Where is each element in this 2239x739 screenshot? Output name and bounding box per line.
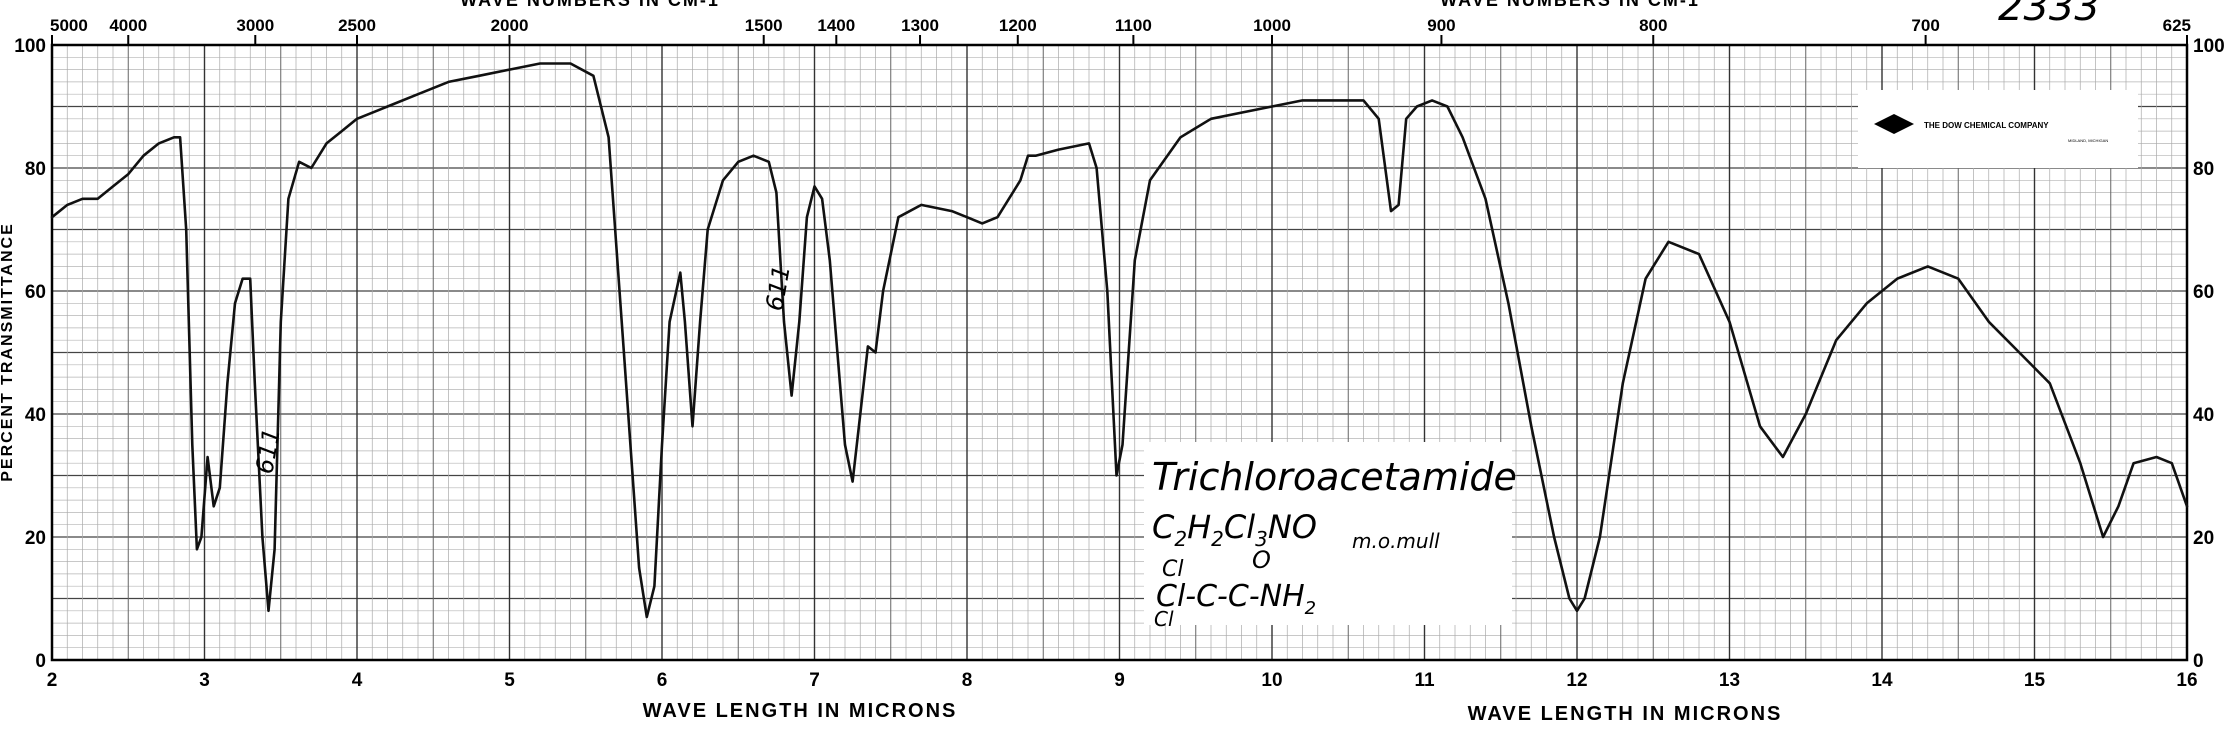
wavenumber-tick-label: 4000	[109, 16, 147, 35]
top-axis-title-left: WAVE NUMBERS IN CM-1	[460, 0, 720, 10]
dow-company-subtext: MIDLAND, MICHIGAN	[2068, 138, 2108, 143]
x-tick-label: 9	[1114, 670, 1125, 691]
structure-cl-top: Cl	[1162, 557, 1183, 582]
y-tick-label: 100	[14, 36, 46, 57]
wavenumber-axis-ticks: 5000 4000 3000 2500 2000 1500 1400 1300 1200 1100…	[50, 16, 2191, 45]
wavenumber-tick-label: 800	[1639, 16, 1667, 35]
x-tick-label: 13	[1719, 670, 1740, 691]
y-tick-label-right: 80	[2193, 159, 2214, 180]
top-axis-title-right: WAVE NUMBERS IN CM-1	[1440, 0, 1700, 10]
y-tick-label: 60	[25, 282, 46, 303]
x-tick-label: 16	[2176, 670, 2197, 691]
wavenumber-tick-label: 1400	[817, 16, 855, 35]
compound-name: Trichloroacetamide	[1152, 455, 1517, 499]
x-tick-label: 5	[504, 670, 515, 691]
x-tick-label: 11	[1414, 670, 1435, 691]
wavenumber-tick-label: 1200	[999, 16, 1037, 35]
wavenumber-tick-label: 2500	[338, 16, 376, 35]
x-tick-label: 2	[47, 670, 58, 691]
y-tick-label: 80	[25, 159, 46, 180]
x-tick-label: 12	[1566, 670, 1587, 691]
medium-label: m.o.mull	[1352, 529, 1440, 553]
wavenumber-tick-label: 700	[1911, 16, 1939, 35]
y-tick-label-right: 40	[2193, 405, 2214, 426]
wavenumber-tick-label: 1000	[1253, 16, 1291, 35]
x-axis-title-left: WAVE LENGTH IN MICRONS	[643, 700, 958, 722]
wavenumber-tick-label: 900	[1427, 16, 1455, 35]
x-tick-label: 14	[1871, 670, 1893, 691]
spectrum-number: 2333	[1998, 0, 2100, 30]
x-axis-ticks: 2 3 4 5 6 7 8 9 10 11 12 13 14 15 16	[47, 670, 2198, 691]
x-tick-label: 8	[962, 670, 973, 691]
y-tick-label: 40	[25, 405, 46, 426]
compound-annotation: Trichloroacetamide C2H2Cl3NO m.o.mull Cl…	[1144, 442, 1517, 631]
x-tick-label: 4	[352, 670, 363, 691]
plot-frame	[50, 43, 2189, 662]
wavenumber-tick-label: 5000	[50, 16, 88, 35]
wavenumber-tick-label: 625	[2163, 16, 2191, 35]
y-tick-label-right: 100	[2193, 36, 2225, 57]
band-mark-6-8: 611	[760, 263, 796, 313]
dow-logo: THE DOW CHEMICAL COMPANY MIDLAND, MICHIG…	[1858, 90, 2138, 168]
structure-oxygen: O	[1252, 546, 1271, 574]
wavenumber-tick-label: 1300	[901, 16, 939, 35]
structure-main: Cl-C-C-NH2	[1156, 579, 1316, 619]
x-tick-label: 15	[2024, 670, 2046, 691]
structure-cl-bottom: Cl	[1154, 607, 1174, 631]
x-tick-label: 7	[809, 670, 820, 691]
formula: C2H2Cl3NO	[1152, 508, 1317, 551]
wavenumber-tick-label: 2000	[491, 16, 529, 35]
x-tick-label: 10	[1261, 670, 1282, 691]
y-tick-label-right: 20	[2193, 528, 2214, 549]
wavenumber-tick-label: 1100	[1115, 16, 1152, 35]
spectrum-line	[50, 62, 2189, 619]
x-axis-title-right: WAVE LENGTH IN MICRONS	[1468, 703, 1783, 725]
y-axis-title: PERCENT TRANSMITTANCE	[0, 222, 16, 481]
y-tick-label-right: 0	[2193, 651, 2204, 672]
y-tick-label: 20	[25, 528, 46, 549]
x-tick-label: 3	[199, 670, 210, 691]
wavenumber-tick-label: 1500	[745, 16, 783, 35]
x-tick-label: 6	[657, 670, 668, 691]
y-tick-label-right: 60	[2193, 282, 2214, 303]
y-tick-label: 0	[35, 651, 46, 672]
dow-diamond-icon	[1874, 114, 1914, 134]
y-axis-ticks: 0 0 20 20 40 40 60 60 80 80 100 100	[14, 36, 2224, 672]
wavenumber-tick-label: 3000	[236, 16, 274, 35]
dow-company-name: THE DOW CHEMICAL COMPANY	[1924, 121, 2049, 130]
